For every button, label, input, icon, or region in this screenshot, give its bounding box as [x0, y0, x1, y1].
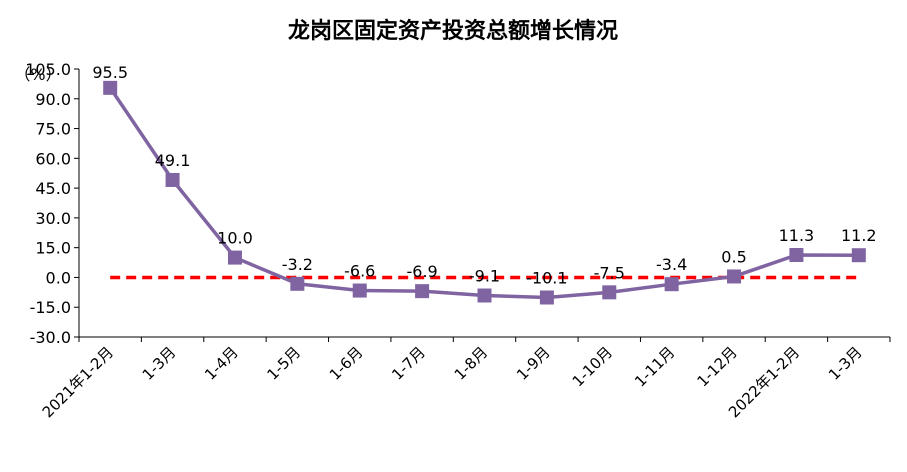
series-group: [103, 80, 866, 305]
x-tick-label: 1-11月: [631, 343, 678, 390]
y-tick-label: 105.0: [25, 60, 71, 79]
data-point-marker: [851, 248, 866, 263]
x-tick-label: 1-6月: [326, 343, 367, 384]
data-point-marker: [664, 277, 679, 292]
x-tick-label: 1-3月: [825, 343, 866, 384]
data-label: -6.6: [344, 262, 375, 281]
x-tick-label: 1-4月: [201, 343, 242, 384]
x-tick-label: 1-5月: [264, 343, 305, 384]
data-label: -9.1: [469, 267, 500, 286]
data-label: -7.5: [594, 263, 625, 282]
y-tick-label: 0.0: [46, 268, 71, 287]
x-tick-label: 1-10月: [569, 343, 616, 390]
data-label: 49.1: [155, 151, 191, 170]
x-tick-label: 1-12月: [693, 343, 740, 390]
y-axis-unit-label: （%）: [14, 65, 61, 84]
chart-title: 龙岗区固定资产投资总额增长情况: [288, 18, 618, 44]
x-tick-labels-group: 2021年1-2月 1-3月 1-4月 1-5月 1-6月 1-7月 1-8月 1-9月 1-1…: [39, 343, 866, 421]
data-point-marker: [103, 80, 118, 95]
data-label: -3.2: [282, 255, 313, 274]
y-tick-label: -30.0: [30, 328, 71, 347]
data-label: 11.2: [841, 226, 877, 245]
x-tick-label: 1-3月: [139, 343, 180, 384]
data-label: 95.5: [92, 63, 128, 82]
x-tick-label: 2021年1-2月: [39, 343, 117, 421]
y-tick-label: 90.0: [35, 90, 71, 109]
data-point-marker: [539, 290, 554, 305]
y-tick-label: 15.0: [35, 239, 71, 258]
data-labels-group: 95.5 49.1 10.0 -3.2 -6.6 -6.9 -9.1 -10.1 -7.5 -3.…: [92, 63, 876, 288]
data-point-marker: [290, 276, 305, 291]
data-label: 10.0: [217, 229, 253, 248]
x-tick-label: 1-9月: [513, 343, 554, 384]
y-tick-label: 60.0: [35, 149, 71, 168]
data-point-marker: [477, 288, 492, 303]
data-label: 11.3: [779, 226, 815, 245]
data-point-marker: [352, 283, 367, 298]
y-tick-label: 75.0: [35, 120, 71, 139]
axes: 105.0 90.0 75.0 60.0 45.0 30.0 15.0 0.0 -15.0 -30…: [25, 60, 891, 347]
y-tick-label: -15.0: [30, 298, 71, 317]
data-label: -10.1: [526, 268, 567, 287]
data-point-marker: [727, 269, 742, 284]
data-label: -3.4: [656, 255, 687, 274]
data-point-marker: [415, 284, 430, 299]
data-point-marker: [602, 285, 617, 300]
data-label: -6.9: [407, 262, 438, 281]
data-point-marker: [165, 172, 180, 187]
x-tick-label: 1-8月: [451, 343, 492, 384]
x-tick-label: 1-7月: [388, 343, 429, 384]
y-tick-label: 30.0: [35, 209, 71, 228]
data-point-marker: [227, 250, 242, 265]
data-label: 0.5: [721, 247, 746, 266]
y-tick-label: 45.0: [35, 179, 71, 198]
data-point-marker: [789, 248, 804, 263]
